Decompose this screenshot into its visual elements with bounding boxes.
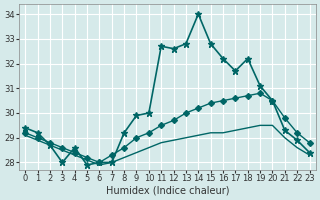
X-axis label: Humidex (Indice chaleur): Humidex (Indice chaleur) <box>106 186 229 196</box>
